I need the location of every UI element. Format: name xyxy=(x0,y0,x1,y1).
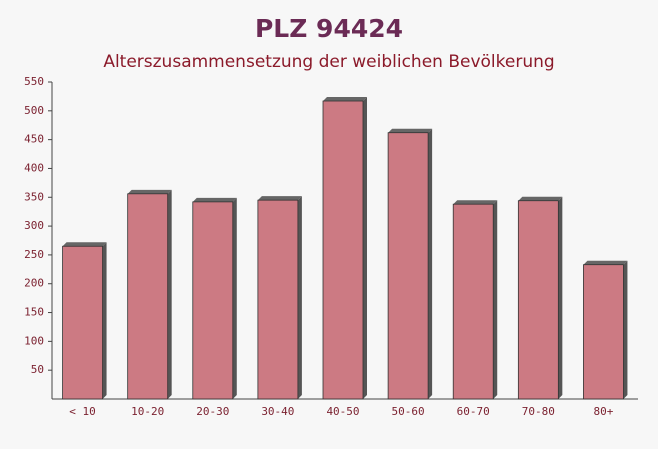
y-tick-label: 400 xyxy=(24,161,44,174)
bar-shadow xyxy=(428,128,433,399)
bar-shadow xyxy=(323,97,367,102)
bar-shadow xyxy=(363,97,367,400)
bar-shadow xyxy=(167,189,172,399)
bar-shadow xyxy=(102,242,107,399)
bar-shadow xyxy=(192,197,237,202)
y-tick-label: 250 xyxy=(24,248,44,261)
y-tick-label: 150 xyxy=(24,306,44,319)
y-tick-label: 350 xyxy=(24,190,44,203)
x-tick-label: 80+ xyxy=(594,405,614,418)
y-tick-label: 550 xyxy=(24,75,44,88)
bar xyxy=(583,264,624,400)
bar-shadow xyxy=(62,242,107,247)
bar-shadow xyxy=(558,196,563,399)
bar-shadow xyxy=(127,189,172,194)
bar-shadow xyxy=(232,197,237,399)
x-tick-label: 40-50 xyxy=(326,405,359,418)
bar-shadow xyxy=(257,196,302,201)
y-tick-label: 100 xyxy=(24,334,44,347)
bar xyxy=(322,100,364,400)
y-tick-label: 50 xyxy=(31,363,44,376)
bar xyxy=(517,200,559,400)
x-tick-label: < 10 xyxy=(69,405,96,418)
bar-shadow xyxy=(623,260,628,399)
bar-shadow xyxy=(297,196,302,399)
bar xyxy=(452,203,494,400)
x-tick-label: 30-40 xyxy=(261,405,294,418)
y-tick-label: 300 xyxy=(24,219,44,232)
bar-shadow xyxy=(493,200,498,399)
x-tick-label: 70-80 xyxy=(522,405,555,418)
chart-subtitle: Alterszusammensetzung der weiblichen Bev… xyxy=(103,52,554,72)
y-tick-label: 450 xyxy=(24,133,44,146)
bar xyxy=(192,201,234,400)
chart-title: PLZ 94424 xyxy=(255,14,403,43)
x-tick-label: 20-30 xyxy=(196,405,229,418)
bar xyxy=(387,132,429,400)
x-tick-label: 50-60 xyxy=(392,405,425,418)
bar xyxy=(62,245,103,400)
y-tick-label: 200 xyxy=(24,277,44,290)
bar xyxy=(257,199,299,400)
bar-shadow xyxy=(583,260,628,265)
bar-shadow xyxy=(518,196,563,201)
bar-shadow xyxy=(453,200,498,205)
bar xyxy=(127,193,169,400)
x-tick-label: 10-20 xyxy=(131,405,164,418)
y-tick-label: 500 xyxy=(24,104,44,117)
x-tick-label: 60-70 xyxy=(457,405,490,418)
bar-shadow xyxy=(388,128,433,133)
